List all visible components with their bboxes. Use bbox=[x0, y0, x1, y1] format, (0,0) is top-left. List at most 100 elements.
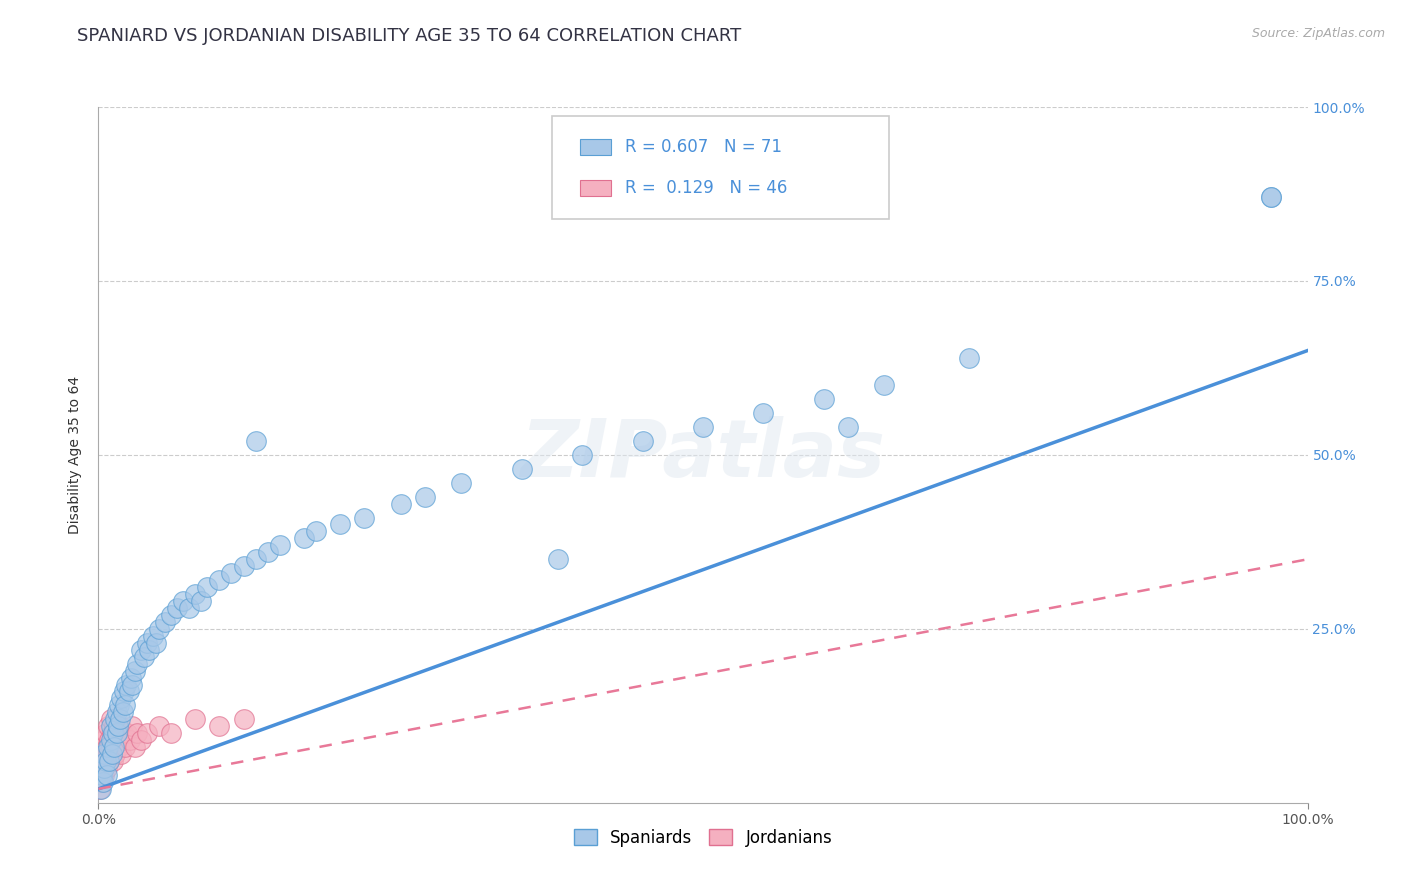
Point bbox=[134, 649, 156, 664]
Point bbox=[195, 580, 218, 594]
Point bbox=[190, 594, 212, 608]
Point bbox=[112, 684, 135, 698]
Point bbox=[389, 497, 412, 511]
Point bbox=[101, 733, 124, 747]
Point bbox=[103, 719, 125, 733]
Point bbox=[127, 657, 149, 671]
Point bbox=[232, 712, 254, 726]
Point bbox=[105, 726, 128, 740]
Point bbox=[184, 712, 207, 726]
Point bbox=[127, 726, 149, 740]
Point bbox=[108, 712, 131, 726]
Text: R = 0.607   N = 71: R = 0.607 N = 71 bbox=[624, 138, 782, 156]
Point bbox=[111, 706, 134, 720]
Point bbox=[110, 747, 132, 761]
Point bbox=[100, 726, 122, 740]
Point bbox=[93, 768, 115, 782]
Point bbox=[115, 677, 138, 691]
Point bbox=[837, 420, 859, 434]
Point bbox=[129, 733, 152, 747]
Point bbox=[91, 775, 114, 789]
Point bbox=[232, 559, 254, 574]
Point bbox=[100, 747, 122, 761]
Point bbox=[166, 601, 188, 615]
FancyBboxPatch shape bbox=[551, 116, 889, 219]
Point bbox=[1260, 190, 1282, 204]
Point bbox=[97, 747, 120, 761]
Point bbox=[96, 761, 118, 775]
Point bbox=[120, 671, 142, 685]
Point bbox=[118, 733, 141, 747]
Point bbox=[873, 378, 896, 392]
Point bbox=[94, 754, 117, 768]
Point bbox=[269, 538, 291, 552]
Point bbox=[957, 351, 980, 365]
Point bbox=[631, 434, 654, 448]
Point bbox=[752, 406, 775, 420]
Point bbox=[91, 740, 114, 755]
Point bbox=[256, 545, 278, 559]
Point bbox=[135, 636, 157, 650]
Point bbox=[245, 552, 267, 566]
Point bbox=[101, 754, 124, 768]
Point bbox=[96, 740, 118, 755]
Point bbox=[208, 719, 231, 733]
Text: R =  0.129   N = 46: R = 0.129 N = 46 bbox=[624, 179, 787, 197]
Point bbox=[450, 475, 472, 490]
Point bbox=[98, 754, 121, 768]
Point bbox=[692, 420, 714, 434]
Point bbox=[114, 698, 136, 713]
Point bbox=[305, 524, 328, 539]
Point bbox=[353, 510, 375, 524]
Point bbox=[813, 392, 835, 407]
Point bbox=[103, 740, 125, 755]
Point bbox=[104, 712, 127, 726]
Point bbox=[153, 615, 176, 629]
Point bbox=[329, 517, 352, 532]
Y-axis label: Disability Age 35 to 64: Disability Age 35 to 64 bbox=[69, 376, 83, 534]
Point bbox=[179, 601, 201, 615]
FancyBboxPatch shape bbox=[581, 139, 612, 155]
Point bbox=[148, 719, 170, 733]
Point bbox=[91, 747, 114, 761]
Point bbox=[98, 733, 121, 747]
Point bbox=[100, 733, 122, 747]
Point bbox=[184, 587, 207, 601]
Point bbox=[108, 719, 131, 733]
Point bbox=[413, 490, 436, 504]
Point bbox=[91, 775, 114, 789]
Point bbox=[571, 448, 593, 462]
Point bbox=[100, 712, 122, 726]
Point bbox=[510, 462, 533, 476]
Point bbox=[208, 573, 231, 587]
Point bbox=[91, 768, 114, 782]
Text: ZIPatlas: ZIPatlas bbox=[520, 416, 886, 494]
Point bbox=[121, 719, 143, 733]
Point bbox=[90, 781, 112, 796]
Point bbox=[121, 677, 143, 691]
Point bbox=[221, 566, 243, 581]
Point bbox=[107, 733, 129, 747]
Point bbox=[1260, 190, 1282, 204]
Point bbox=[118, 684, 141, 698]
Point bbox=[160, 726, 183, 740]
Point bbox=[292, 532, 315, 546]
Point bbox=[142, 629, 165, 643]
Point bbox=[93, 761, 115, 775]
Point bbox=[547, 552, 569, 566]
Point bbox=[110, 691, 132, 706]
Point bbox=[108, 698, 131, 713]
Point bbox=[98, 754, 121, 768]
Point bbox=[105, 726, 128, 740]
Point bbox=[91, 761, 114, 775]
Point bbox=[101, 726, 124, 740]
Point bbox=[103, 740, 125, 755]
Point bbox=[97, 740, 120, 755]
Point bbox=[124, 664, 146, 678]
Point bbox=[89, 781, 111, 796]
Point bbox=[124, 740, 146, 755]
Point bbox=[90, 768, 112, 782]
Point bbox=[172, 594, 194, 608]
Point bbox=[111, 726, 134, 740]
Point bbox=[114, 740, 136, 755]
